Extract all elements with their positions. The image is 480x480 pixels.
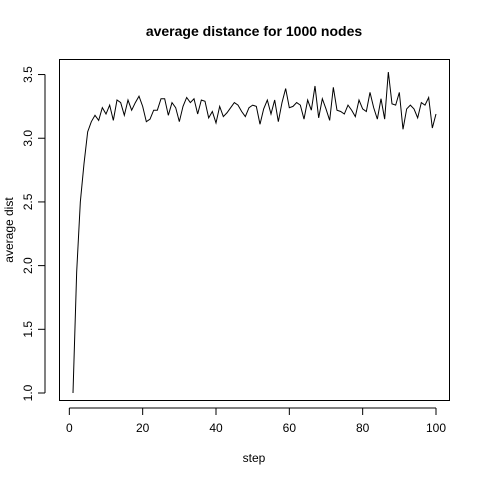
- x-axis-label: step: [243, 451, 266, 465]
- chart-title: average distance for 1000 nodes: [146, 23, 363, 39]
- y-axis-label: average dist: [2, 197, 16, 263]
- y-tick-label: 1.0: [21, 384, 35, 401]
- x-tick-label: 20: [136, 421, 150, 435]
- x-tick-label: 0: [66, 421, 73, 435]
- x-tick-label: 40: [209, 421, 223, 435]
- x-tick-label: 60: [283, 421, 297, 435]
- plot-frame: [59, 59, 450, 401]
- x-tick-label: 100: [426, 421, 446, 435]
- y-tick-label: 2.0: [21, 257, 35, 274]
- y-tick-label: 1.5: [21, 321, 35, 338]
- x-axis: 0 20 40 60 80 100: [66, 407, 446, 435]
- y-tick-label: 2.5: [21, 193, 35, 210]
- y-axis: 1.0 1.5 2.0 2.5 3.0 3.5: [21, 66, 46, 401]
- series-line: [72, 71, 437, 394]
- x-tick-label: 80: [356, 421, 370, 435]
- y-tick-label: 3.0: [21, 130, 35, 147]
- y-tick-label: 3.5: [21, 66, 35, 83]
